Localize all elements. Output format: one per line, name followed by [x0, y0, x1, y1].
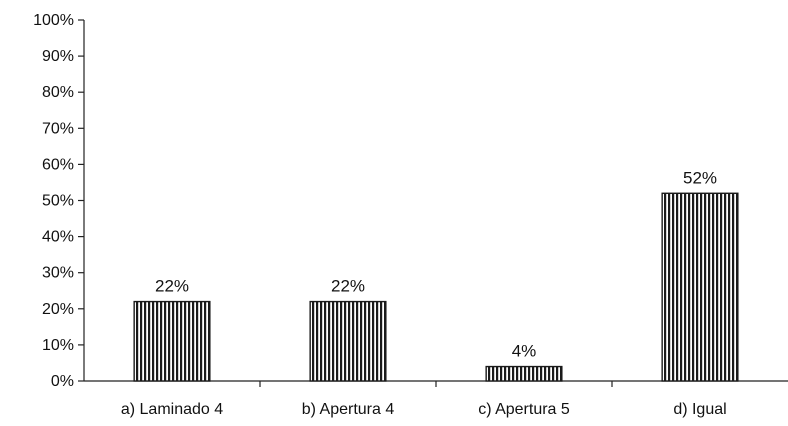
y-tick-label: 70%: [42, 120, 74, 137]
x-category-label: c) Apertura 5: [478, 401, 570, 418]
data-labels: 22% 22% 4% 52%: [155, 168, 717, 360]
y-tick-label: 40%: [42, 229, 74, 246]
y-tick-label: 30%: [42, 265, 74, 282]
y-tick-label: 80%: [42, 84, 74, 101]
bar: [133, 300, 211, 382]
bar: [309, 300, 387, 382]
y-tick-label: 60%: [42, 156, 74, 173]
x-category-label: a) Laminado 4: [121, 401, 223, 418]
bars: [133, 192, 739, 382]
bar: [661, 192, 739, 382]
y-tick-label: 0%: [51, 373, 74, 390]
bar-value-label: 22%: [155, 277, 189, 296]
y-tick-label: 50%: [42, 193, 74, 210]
y-tick-label: 10%: [42, 337, 74, 354]
y-tick-label: 20%: [42, 301, 74, 318]
y-tick-label: 100%: [33, 12, 74, 29]
y-tick-label: 90%: [42, 48, 74, 65]
bar-value-label: 52%: [683, 168, 717, 187]
bar-value-label: 22%: [331, 277, 365, 296]
y-axis: 0% 10% 20% 30% 40% 50% 60% 70% 80% 90% 100%: [33, 12, 85, 390]
bar-value-label: 4%: [512, 342, 537, 361]
x-category-label: b) Apertura 4: [302, 401, 395, 418]
x-category-label: d) Igual: [673, 401, 726, 418]
bar: [485, 365, 563, 382]
x-axis: a) Laminado 4 b) Apertura 4 c) Apertura 5 d…: [84, 380, 788, 418]
